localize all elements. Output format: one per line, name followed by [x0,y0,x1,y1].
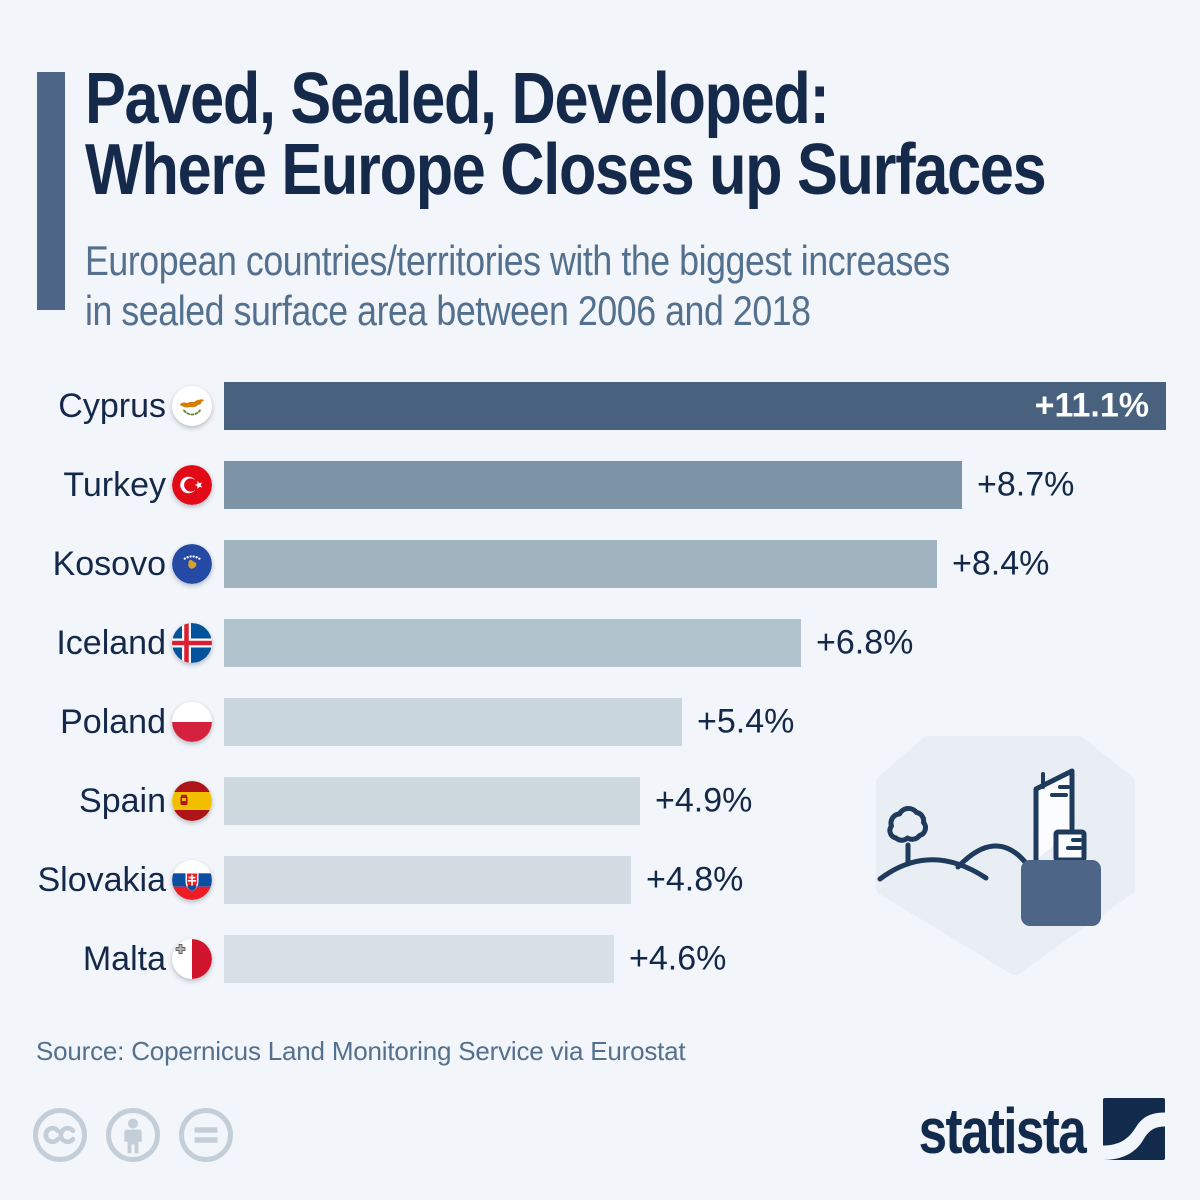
bar-track: +8.4% [224,540,1200,588]
title-line-2: Where Europe Closes up Surfaces [85,130,1047,210]
country-label: Kosovo [52,544,166,583]
bar-track: +4.9% [224,777,1200,825]
bar-track: +4.6% [224,935,1200,983]
country-label: Iceland [56,623,166,662]
subtitle-line-2: in sealed surface area between 2006 and … [85,287,811,334]
poland-flag-icon [172,702,212,742]
bar-chart: Cyprus +11.1% Turkey [0,382,1200,1014]
brand-lockup: statista [877,1095,1165,1167]
bar-row-kosovo: Kosovo +8.4% [0,540,1200,588]
bar-fill-cyprus: +11.1% [224,382,1166,430]
bar-fill-spain: +4.9% [224,777,752,825]
value-label: +11.1% [1034,386,1149,425]
subtitle-line-1: European countries/territories with the … [85,237,950,284]
value-label: +8.4% [952,544,1050,583]
country-label: Poland [60,702,166,741]
value-label: +4.9% [655,781,753,820]
iceland-flag-icon [172,623,212,663]
bar-row-spain: Spain +4.9% [0,777,1200,825]
value-label: +5.4% [697,702,795,741]
malta-flag-icon [172,939,212,979]
slovakia-flag-icon [172,860,212,900]
turkey-flag-icon [172,465,212,505]
bar-fill-poland: +5.4% [224,698,794,746]
value-label: +6.8% [816,623,914,662]
country-label: Cyprus [58,386,166,425]
bar-row-cyprus: Cyprus +11.1% [0,382,1200,430]
cyprus-flag-icon [172,386,212,426]
statista-logo-icon [1103,1097,1165,1165]
bar-track: +4.8% [224,856,1200,904]
country-label: Malta [82,939,166,978]
badge-shape [876,736,1135,975]
bar-row-poland: Poland +5.4% [0,698,1200,746]
cc-icon [31,1106,89,1164]
attribution-person-icon [104,1106,162,1164]
land-sealing-illustration [876,735,1136,980]
bar-fill-kosovo: +8.4% [224,540,1049,588]
country-label: Spain [79,781,166,820]
statista-wordmark: statista [918,1095,1087,1167]
license-icons [31,1106,235,1164]
spain-flag-icon [172,781,212,821]
bar-track: +11.1% [224,382,1200,430]
title-line-1: Paved, Sealed, Developed: [85,59,830,139]
bar-row-malta: Malta +4.6% [0,935,1200,983]
bar-row-turkey: Turkey +8.7% [0,461,1200,509]
bar-row-iceland: Iceland +6.8% [0,619,1200,667]
bar-fill-slovakia: +4.8% [224,856,743,904]
title-accent-bar [37,72,65,310]
country-label: Turkey [63,465,166,504]
bar-fill-turkey: +8.7% [224,461,1074,509]
bar-track: +6.8% [224,619,1200,667]
no-derivatives-equals-icon [177,1106,235,1164]
source-note: Source: Copernicus Land Monitoring Servi… [36,1036,686,1066]
bar-fill-malta: +4.6% [224,935,726,983]
bar-track: +5.4% [224,698,1200,746]
value-label: +4.6% [629,939,727,978]
bar-track: +8.7% [224,461,1200,509]
page-title: Paved, Sealed, Developed: Where Europe C… [85,59,1047,210]
value-label: +4.8% [646,860,744,899]
country-label: Slovakia [37,860,166,899]
kosovo-flag-icon [172,544,212,584]
bar-row-slovakia: Slovakia +4.8% [0,856,1200,904]
bar-fill-iceland: +6.8% [224,619,913,667]
value-label: +8.7% [977,465,1075,504]
page-subtitle: European countries/territories with the … [85,236,950,336]
